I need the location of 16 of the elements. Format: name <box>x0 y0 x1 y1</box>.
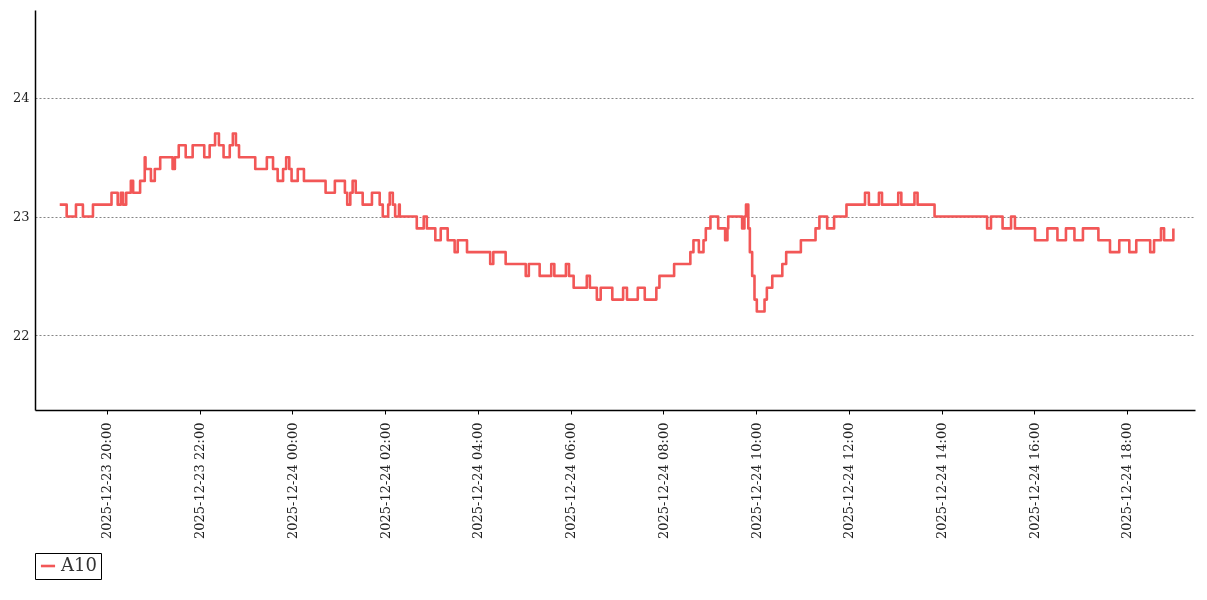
x-tick-label: 2025-12-24 08:00 <box>655 422 671 540</box>
x-tick-label: 2025-12-24 12:00 <box>841 422 857 540</box>
x-tick-label: 2025-12-24 16:00 <box>1026 422 1042 540</box>
x-tick-label: 2025-12-24 02:00 <box>377 422 393 540</box>
x-tick-label: 2025-12-24 06:00 <box>563 422 579 540</box>
x-tick-label: 2025-12-24 18:00 <box>1119 422 1135 540</box>
x-tick-label: 2025-12-24 04:00 <box>470 422 486 540</box>
x-tick-label: 2025-12-23 20:00 <box>99 422 115 540</box>
y-tick-label: 23 <box>12 209 30 225</box>
x-tick-label: 2025-12-24 14:00 <box>934 422 950 540</box>
y-tick-label: 24 <box>12 90 30 106</box>
x-tick-label: 2025-12-24 00:00 <box>284 422 300 540</box>
x-tick-label: 2025-12-24 10:00 <box>748 422 764 540</box>
x-tick-label: 2025-12-23 22:00 <box>192 422 208 540</box>
y-tick-label: 22 <box>12 327 30 343</box>
legend-label: A10 <box>60 554 97 575</box>
